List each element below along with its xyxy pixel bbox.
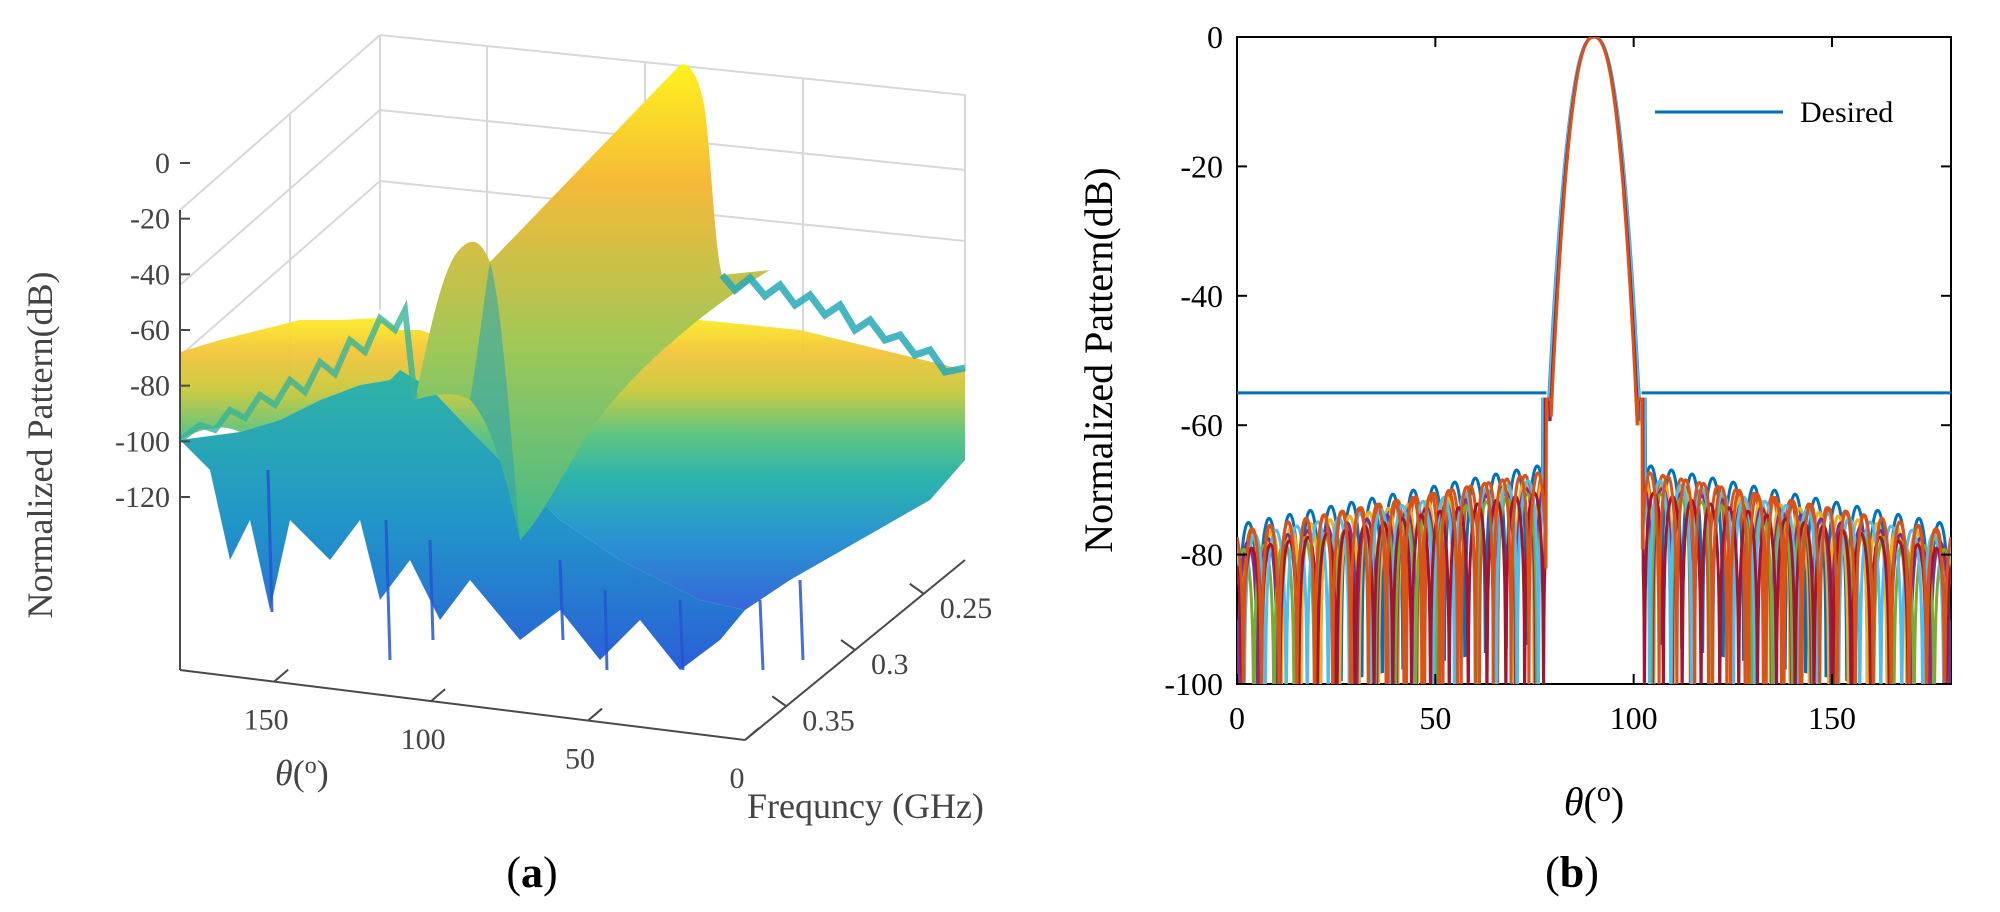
panel-a-x-tick-label: 100 <box>401 723 446 756</box>
panel-a-z-tick-label: -20 <box>130 203 170 236</box>
panel-a-z-axis-label: Normalized Pattern(dB) <box>20 272 60 619</box>
panel-b-x-tick-label: 0 <box>1229 700 1245 736</box>
panel-b-ticks: 0 50 100 150 0 -20 -40 -60 -80 -100 <box>1164 19 1951 736</box>
panel-b-y-tick-label: -80 <box>1180 537 1223 573</box>
panel-b-plot-area <box>1236 36 1952 685</box>
surface-right-ripples <box>719 272 966 376</box>
panel-a-y-tick-label: 0.35 <box>802 704 855 737</box>
panel-b-line-chart: 0 50 100 150 0 -20 -40 -60 -80 -100 Desired Norma… <box>1076 19 1952 897</box>
panel-b-y-tick-label: -20 <box>1180 148 1223 184</box>
panel-a-x-tick <box>744 727 760 741</box>
series-f7 <box>1237 37 1951 684</box>
surface-floor-band <box>180 318 965 610</box>
surface-ridge-shadow <box>470 262 520 540</box>
panel-a-z-tick-label: -80 <box>130 370 170 403</box>
panel-a-y-axis-label: Frequncy (GHz) <box>747 786 984 826</box>
panel-a-z-ticks: 0 -20 -40 -60 -80 -100 -120 <box>115 147 190 514</box>
panel-b-series <box>1237 37 1951 684</box>
panel-a-x-tick <box>587 707 603 722</box>
panel-a-x-tick-label: 0 <box>730 762 745 795</box>
panel-b-y-tick-label: -40 <box>1180 278 1223 314</box>
panel-b-y-tick-label: 0 <box>1207 19 1223 55</box>
panel-a-x-tick <box>430 688 446 702</box>
panel-b-x-tick-label: 50 <box>1419 700 1451 736</box>
panel-b-y-axis-label: Normalized Pattern(dB) <box>1076 167 1121 552</box>
panel-a-z-tick-label: -60 <box>130 314 170 347</box>
caption-b: (b) <box>1545 848 1599 897</box>
panel-a-x-tick <box>273 668 289 683</box>
panel-a-y-ticks: 0.25 0.3 0.35 <box>771 582 993 737</box>
panel-a-y-tick <box>840 639 856 651</box>
panel-a-y-tick-label: 0.25 <box>940 592 993 625</box>
panel-a-z-tick-label: -40 <box>130 258 170 291</box>
panel-a-y-tick-label: 0.3 <box>871 648 909 681</box>
panel-b-x-tick-label: 100 <box>1610 700 1658 736</box>
panel-b-x-tick-label: 150 <box>1808 700 1856 736</box>
panel-a-x-tick-label: 150 <box>244 704 289 737</box>
panel-b-y-tick-label: -100 <box>1164 666 1223 702</box>
panel-b-x-axis-label: θ(o) <box>1564 777 1624 824</box>
legend-desired: Desired <box>1655 96 1893 129</box>
panel-a-x-tick-label: 50 <box>565 743 595 776</box>
surface-plot <box>178 64 966 671</box>
panel-a-z-tick-label: -120 <box>115 481 170 514</box>
surface-sidelobe-ripples <box>178 299 418 443</box>
panel-a-z-tick-label: -100 <box>115 425 170 458</box>
legend-desired-label: Desired <box>1800 96 1893 129</box>
surface-null-spikes <box>266 469 805 671</box>
series-f8 <box>1237 37 1951 684</box>
series-f3 <box>1237 37 1951 684</box>
panel-b-y-tick-label: -60 <box>1180 407 1223 443</box>
panel-a-y-tick <box>909 582 925 595</box>
panel-a-y-tick <box>771 695 787 708</box>
caption-a: (a) <box>506 848 557 897</box>
panel-a-x-axis-label: θ(o) <box>275 753 329 793</box>
panel-a-z-tick-label: 0 <box>155 147 170 180</box>
panel-a-x-ticks: 150 100 50 0 <box>244 668 760 795</box>
